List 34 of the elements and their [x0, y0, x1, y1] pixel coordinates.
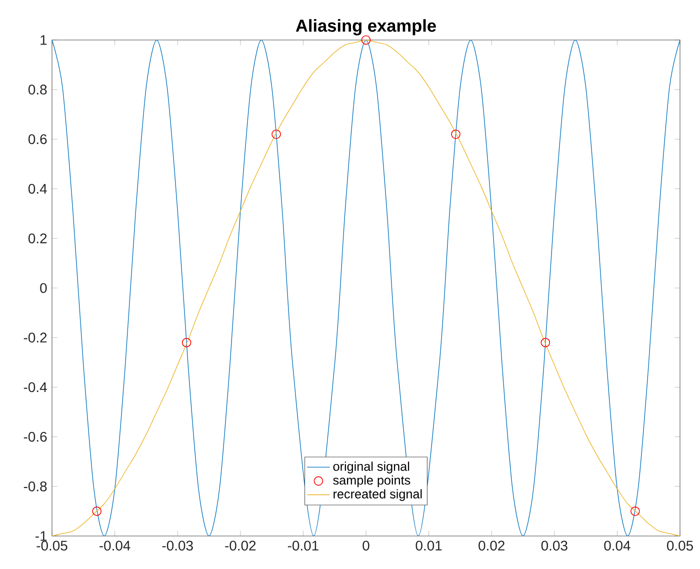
y-tick-label: 0.4	[28, 184, 47, 194]
x-tick-label: -0.03	[162, 540, 193, 551]
point	[92, 506, 102, 516]
point	[182, 338, 192, 348]
y-tick-label: -0.2	[24, 332, 47, 343]
legend-label: recreated signal	[334, 489, 422, 501]
point	[451, 130, 460, 139]
legend-label: sample points	[333, 475, 410, 488]
y-tick-label: 0.8	[28, 84, 47, 95]
y-tick-label: 1	[40, 35, 47, 45]
x-tick-label: 0.01	[416, 540, 442, 551]
x-tick-label: 0.05	[666, 540, 693, 551]
point	[630, 506, 640, 516]
x-tick-label: 0	[362, 540, 370, 551]
x-tick-label: -0.05	[36, 540, 68, 551]
y-tick-label: 0	[40, 283, 47, 293]
x-tick-label: 0.04	[604, 540, 630, 551]
legend-label: original signal	[333, 462, 410, 474]
x-tick-label: 0.03	[541, 540, 568, 551]
x-tick-label: -0.01	[288, 540, 318, 551]
line-series	[52, 40, 680, 536]
point	[272, 130, 281, 139]
y-tick-label: -0.6	[24, 432, 47, 442]
point	[540, 338, 550, 348]
y-tick-label: -0.8	[24, 481, 47, 492]
y-tick-label: -0.4	[24, 382, 47, 392]
x-tick-label: -0.02	[225, 540, 256, 551]
x-tick-label: -0.04	[100, 540, 130, 551]
y-tick-label: 0.6	[28, 134, 47, 144]
y-tick-label: 0.2	[28, 233, 47, 244]
x-tick-label: 0.02	[478, 540, 504, 551]
y-tick-label: -1	[36, 531, 47, 541]
point	[361, 35, 371, 45]
chart-title: Aliasing example	[296, 19, 436, 36]
